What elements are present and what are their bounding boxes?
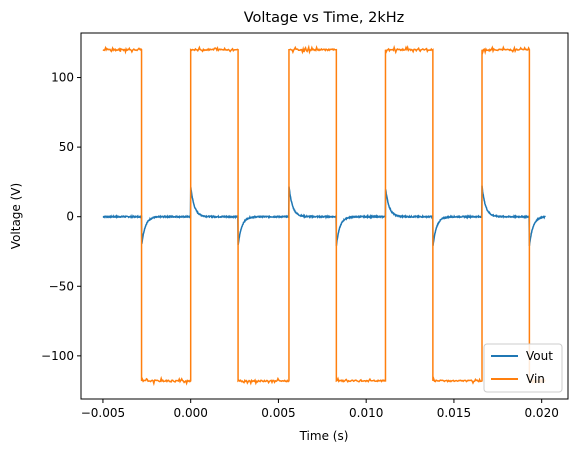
legend-label-vout: Vout: [526, 349, 553, 363]
y-axis-label: Voltage (V): [9, 183, 23, 249]
x-tick-label: 0.010: [349, 406, 383, 420]
legend: Vout Vin: [484, 344, 562, 392]
legend-label-vin: Vin: [526, 372, 545, 386]
chart-title: Voltage vs Time, 2kHz: [244, 10, 405, 26]
x-tick-label: 0.005: [261, 406, 295, 420]
x-axis-label: Time (s): [299, 429, 349, 443]
x-tick-label: 0.020: [524, 406, 558, 420]
y-tick-label: 0: [66, 210, 74, 224]
y-tick-label: 50: [59, 140, 74, 154]
x-tick-label: 0.000: [174, 406, 208, 420]
x-tick-label: 0.015: [437, 406, 471, 420]
x-tick-label: −0.005: [81, 406, 125, 420]
y-tick-label: −50: [49, 279, 74, 293]
y-tick-label: 100: [51, 71, 74, 85]
y-tick-label: −100: [41, 349, 74, 363]
